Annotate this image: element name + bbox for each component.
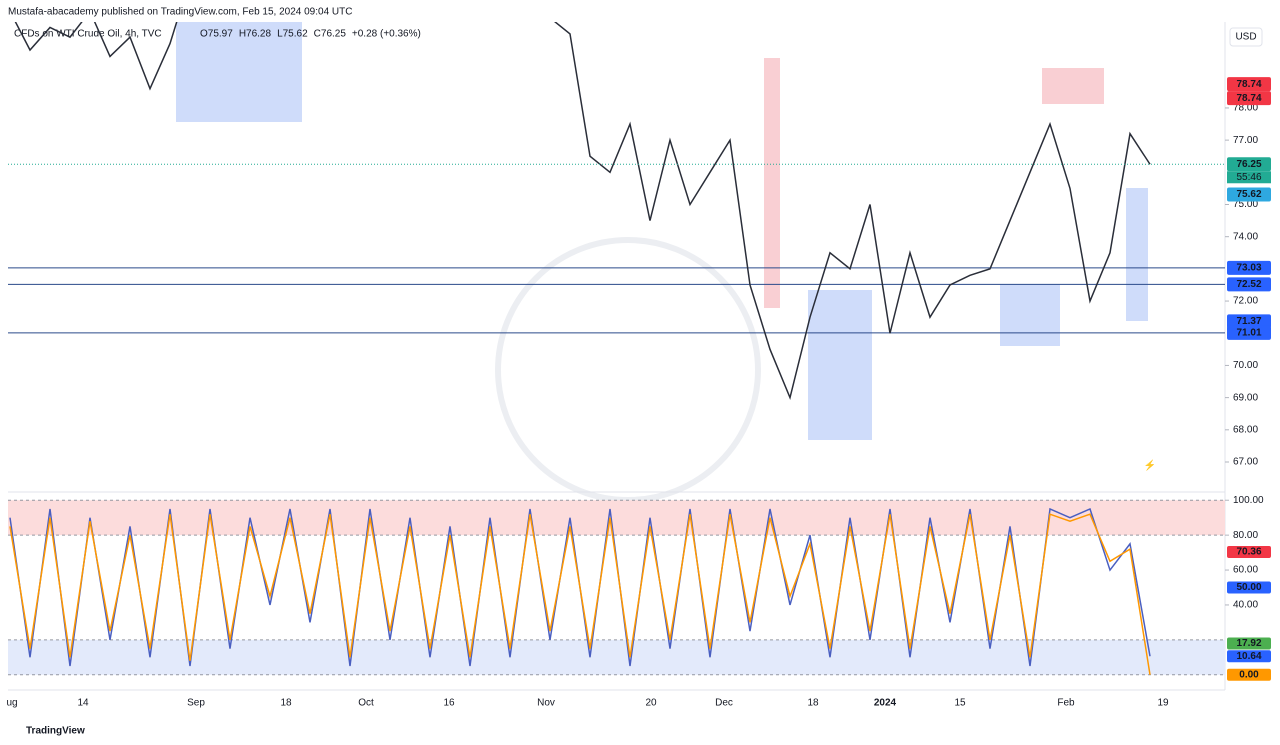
band — [8, 500, 1225, 536]
y-tick-label: 40.00 — [1233, 600, 1258, 611]
price-label: 76.25 — [1236, 159, 1261, 170]
x-tick-label: 14 — [77, 698, 89, 709]
alert-icon[interactable]: ⚡ — [1144, 459, 1156, 472]
price-label-box — [1227, 260, 1271, 275]
price-label-box — [1227, 650, 1271, 663]
price-label-box — [1227, 187, 1271, 202]
price-label: 71.37 — [1236, 316, 1261, 327]
symbol: CFDs on WTI Crude Oil, 4h, TVC — [14, 29, 162, 40]
ohlc-value: C76.25 — [314, 29, 347, 40]
x-tick-label: Oct — [358, 698, 374, 709]
x-tick-label: 18 — [807, 698, 819, 709]
y-tick-label: 69.00 — [1233, 392, 1258, 403]
plot — [8, 499, 1225, 676]
y-tick-label: 72.00 — [1233, 296, 1258, 307]
x-tick-label: Nov — [537, 698, 555, 709]
price-label: 72.52 — [1236, 279, 1261, 290]
footer: TradingView — [26, 726, 85, 737]
ohlc-value: +0.28 (+0.36%) — [352, 29, 421, 40]
price-label-box — [1227, 545, 1271, 558]
published: Mustafa-abacademy published on TradingVi… — [8, 7, 352, 18]
x-tick-label: ug — [6, 698, 17, 709]
series-line — [9, 513, 1151, 675]
zone — [1042, 68, 1104, 104]
price-label: 10.64 — [1236, 651, 1261, 662]
price-label-box — [1227, 581, 1271, 594]
countdown: 55:46 — [1236, 172, 1261, 183]
y-tick-label: 70.00 — [1233, 360, 1258, 371]
price-label: 78.74 — [1236, 93, 1261, 104]
x-tick-label: 2024 — [874, 698, 897, 709]
x-tick-label: 15 — [954, 698, 966, 709]
ohlc-value: H76.28 — [239, 29, 272, 40]
zone — [808, 290, 872, 440]
series-line — [14, 22, 1151, 401]
zone — [1000, 284, 1060, 346]
x-tick-label: 20 — [645, 698, 657, 709]
price-label-box — [1227, 668, 1271, 681]
currency-button[interactable] — [1229, 27, 1263, 47]
price-label-box — [1227, 314, 1271, 329]
y-tick-label: 75.00 — [1233, 199, 1258, 210]
zone — [764, 58, 780, 308]
countdown-box — [1227, 171, 1271, 184]
y-tick-label: 80.00 — [1233, 530, 1258, 541]
y-tick-label: 60.00 — [1233, 565, 1258, 576]
price-label-box — [1227, 277, 1271, 292]
watermark — [495, 237, 761, 503]
price-label: 73.03 — [1236, 263, 1261, 274]
zone — [1126, 188, 1148, 321]
band — [8, 639, 1225, 675]
y-tick-label: 74.00 — [1233, 231, 1258, 242]
price-label-box — [1227, 637, 1271, 650]
x-tick-label: Feb — [1057, 698, 1075, 709]
price-label-box — [1227, 91, 1271, 106]
price-label: 71.01 — [1236, 328, 1261, 339]
x-tick-label: Sep — [187, 698, 205, 709]
price-label-box — [1227, 157, 1271, 172]
zone — [176, 22, 302, 122]
x-tick-label: Dec — [715, 698, 733, 709]
currency[interactable]: USD — [1235, 32, 1256, 43]
y-tick-label: 67.00 — [1233, 457, 1258, 468]
price-label: 0.00 — [1239, 669, 1259, 680]
ohlc-value: O75.97 — [200, 29, 233, 40]
y-tick-label: 77.00 — [1233, 135, 1258, 146]
price-label-box — [1227, 77, 1271, 92]
y-tick-label: 68.00 — [1233, 424, 1258, 435]
plot — [8, 22, 1225, 401]
x-tick-label: 18 — [280, 698, 292, 709]
price-label: 70.36 — [1236, 547, 1261, 558]
price-label: 50.00 — [1236, 582, 1261, 593]
y-tick-label: 100.00 — [1233, 495, 1264, 506]
price-label: 78.74 — [1236, 79, 1261, 90]
y-tick-label: 78.00 — [1233, 103, 1258, 114]
price-label: 17.92 — [1236, 638, 1261, 649]
x-tick-label: 19 — [1157, 698, 1169, 709]
price-label: 75.62 — [1236, 189, 1261, 200]
x-tick-label: 16 — [443, 698, 455, 709]
price-label-box — [1227, 325, 1271, 340]
ohlc-value: L75.62 — [277, 29, 308, 40]
